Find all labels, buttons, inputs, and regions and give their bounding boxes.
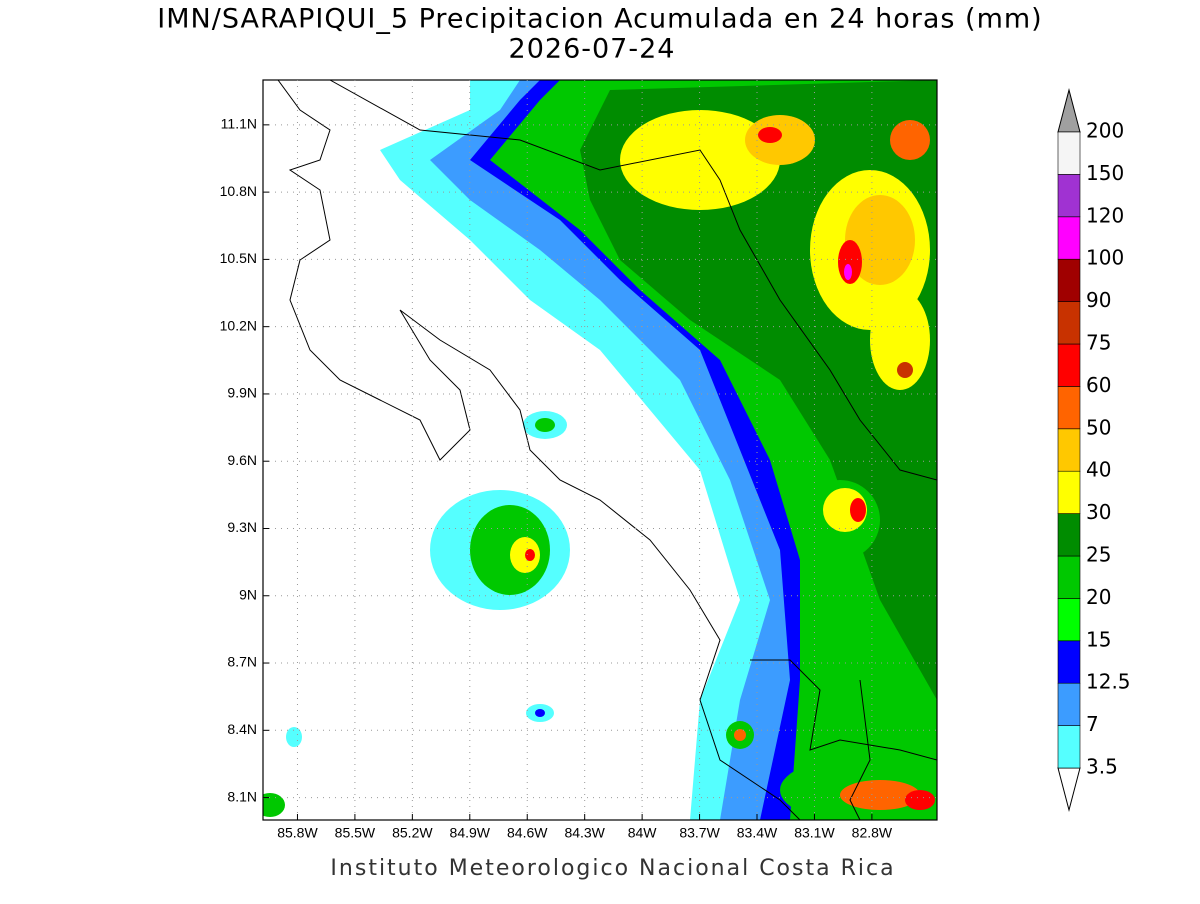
precipitation-field [263, 80, 937, 820]
colorbar-label: 120 [1086, 203, 1124, 227]
x-tick-label: 85.8W [277, 825, 318, 841]
title: IMN/SARAPIQUI_5 Precipitacion Acumulada … [157, 4, 1042, 35]
colorbar-label: 3.5 [1086, 755, 1118, 779]
colorbar-label: 50 [1086, 415, 1111, 439]
x-tick-label: 85.5W [335, 825, 376, 841]
coastline [277, 80, 937, 820]
colorbar-swatch [1057, 216, 1081, 260]
y-tick-label: 9.3N [227, 519, 257, 535]
y-tick-label: 11.1N [221, 116, 257, 132]
colorbar-label: 40 [1086, 458, 1111, 482]
footer: Instituto Meteorologico Nacional Costa R… [330, 856, 895, 881]
colorbar-label: 200 [1086, 119, 1124, 143]
y-tick-label: 8.4N [227, 721, 257, 737]
colorbar-swatch [1057, 258, 1081, 302]
colorbar-label: 75 [1086, 331, 1111, 355]
y-tick-label: 8.7N [227, 654, 257, 670]
colorbar-label: 150 [1086, 161, 1124, 185]
colorbar-swatch [1057, 386, 1081, 430]
colorbar-label: 90 [1086, 288, 1111, 312]
colorbar-label: 25 [1086, 543, 1111, 567]
colorbar-swatch [1057, 470, 1081, 514]
colorbar-swatch [1057, 131, 1081, 175]
x-tick-label: 85.2W [392, 825, 433, 841]
x-tick-label: 84.6W [507, 825, 548, 841]
x-tick-label: 84.9W [450, 825, 491, 841]
colorbar-label: 30 [1086, 500, 1111, 524]
x-tick-label: 84W [628, 825, 658, 841]
colorbar-label: 60 [1086, 373, 1111, 397]
colorbar-swatch [1057, 174, 1081, 218]
y-tick-label: 10.8N [220, 183, 257, 199]
colorbar-swatch [1057, 343, 1081, 387]
x-tick-label: 84.3W [564, 825, 605, 841]
plot-frame [262, 79, 938, 821]
colorbar-label: 100 [1086, 246, 1124, 270]
colorbar-label: 12.5 [1086, 670, 1131, 694]
colorbar-swatch [1057, 640, 1081, 684]
colorbar-label: 20 [1086, 585, 1111, 609]
colorbar-under [1057, 767, 1081, 812]
y-tick-label: 9.6N [227, 452, 257, 468]
colorbar-swatch [1057, 725, 1081, 769]
y-tick-label: 10.2N [220, 317, 257, 333]
y-tick-label: 9.9N [227, 385, 257, 401]
x-tick-label: 82.8W [852, 825, 893, 841]
x-tick-label: 83.4W [737, 825, 778, 841]
y-tick-label: 9N [239, 586, 257, 602]
subtitle: 2026-07-24 [509, 34, 676, 65]
colorbar-swatch [1057, 682, 1081, 726]
colorbar-over [1057, 88, 1081, 133]
y-tick-label: 10.5N [220, 250, 257, 266]
colorbar-label: 15 [1086, 627, 1111, 651]
colorbar-swatch [1057, 555, 1081, 599]
colorbar-swatch [1057, 598, 1081, 642]
colorbar-swatch [1057, 301, 1081, 345]
colorbar-swatch [1057, 513, 1081, 557]
y-tick-label: 8.1N [227, 788, 257, 804]
x-tick-label: 83.7W [679, 825, 720, 841]
colorbar-swatch [1057, 428, 1081, 472]
x-tick-label: 83.1W [794, 825, 835, 841]
colorbar-label: 7 [1086, 712, 1099, 736]
